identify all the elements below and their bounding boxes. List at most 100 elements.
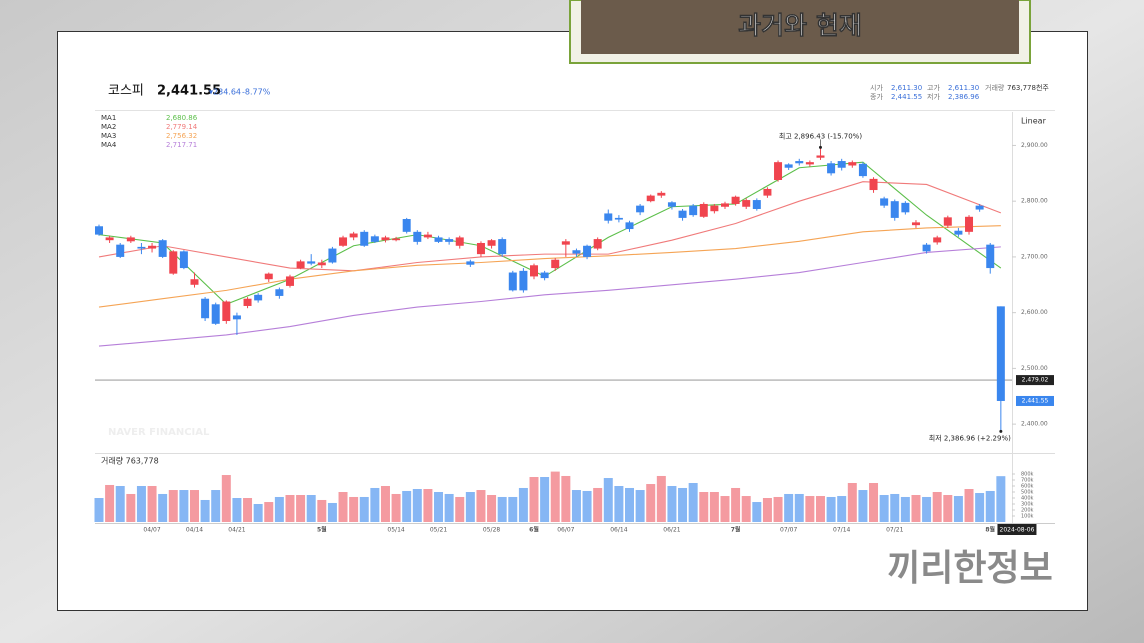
volume-bar [656,475,666,522]
volume-bar [614,486,624,522]
candle-body [943,217,952,226]
volume-bar [455,496,465,522]
volume-bar [869,483,879,522]
volume-bar [94,498,104,522]
candle-body [381,237,390,241]
candle-body [179,251,188,269]
volume-bar [327,502,337,522]
volume-bar [518,487,528,522]
candle-body [370,236,379,242]
volume-bar [317,499,327,522]
volume-bar [189,490,199,522]
volume-bar [412,489,422,522]
volume-bar [306,495,316,522]
candle-body [413,231,422,242]
candle-body [466,261,475,265]
volume-bar [508,496,518,522]
candle-body [116,244,125,257]
candle-body [158,240,167,257]
candle-body [986,244,995,269]
volume-bar [391,493,401,522]
x-tick-label: 07/14 [833,527,850,534]
volume-bar [815,496,825,522]
x-tick-label: 06/21 [663,527,680,534]
x-tick-label: 04/07 [143,527,160,534]
candle-body [551,259,560,269]
volume-bar [879,495,889,522]
volume-bar [900,496,910,522]
volume-bar [678,487,688,522]
stat-value: 2,386.96 [948,93,980,101]
candle-body [211,304,220,324]
volume-bar [858,490,868,522]
candle-body [720,203,729,207]
candle-body [784,164,793,168]
stat-value: 2,611.30 [891,84,922,92]
volume-bar [731,487,741,522]
volume-bar [826,496,836,522]
volume-bar [985,490,995,522]
scale-toggle[interactable]: Linear [1021,117,1047,126]
volume-tick-label: 300k [1021,502,1034,508]
price-tag: 2,441.55 [1022,397,1049,404]
legend-name: MA3 [101,132,116,140]
y-tick-label: 2,900.00 [1021,142,1048,149]
volume-bar [603,478,613,522]
candle-body [922,244,931,252]
volume-bar [550,471,560,522]
banner-fill [581,0,1019,54]
volume-bar [476,490,486,522]
candle-body [858,163,867,177]
candle-body [954,230,963,235]
watermark: 끼리한정보 [887,548,1053,589]
volume-bar [837,496,847,522]
candle-body [827,163,836,174]
candle-body [264,273,273,280]
x-tick-label: 6월 [529,526,539,534]
volume-bar [794,493,804,522]
volume-bar [115,486,125,522]
stat-label: 거래량 [985,83,1005,92]
candle-body [614,217,623,220]
x-tick-label: 8월 [985,526,995,534]
candle-body [710,205,719,212]
candle-body [434,237,443,242]
volume-bar [105,484,115,522]
candle-body [699,203,708,217]
x-tick-label: 05/28 [483,527,500,534]
x-tick-label: 07/21 [886,527,903,534]
candle-body [169,251,178,274]
volume-bar [540,477,550,522]
candle-body [360,231,369,246]
candle-body [816,155,825,158]
stat-value: 763,778천주 [1007,83,1049,92]
candle-body [317,262,326,266]
candle-body [328,248,337,263]
candle-body [137,246,146,249]
volume-bar [635,490,645,522]
volume-tick-label: 400k [1021,496,1034,502]
volume-bar [996,476,1006,522]
volume-bar [253,504,263,522]
y-tick-label: 2,600.00 [1021,309,1048,316]
volume-bar [922,496,932,522]
volume-bar [465,492,475,522]
candle-body [254,294,263,301]
stat-value: 2,611.30 [948,84,979,92]
volume-bar [582,490,592,522]
volume-bar [784,493,794,522]
volume-bar [688,483,698,522]
legend-value: 2,756.32 [166,132,197,140]
moving-average [98,246,1001,347]
volume-title: 거래량 763,778 [101,456,159,466]
stat-value: 2,441.55 [891,93,922,101]
candle-body [285,276,294,286]
candle-body [519,270,528,291]
candle-body [243,298,252,306]
candle-body [667,202,676,207]
source-watermark: NAVER FINANCIAL [108,427,210,438]
volume-bar [211,490,221,522]
legend-value: 2,717.71 [166,141,197,149]
volume-tick-label: 700k [1021,478,1034,484]
x-cursor-box [997,524,1037,535]
